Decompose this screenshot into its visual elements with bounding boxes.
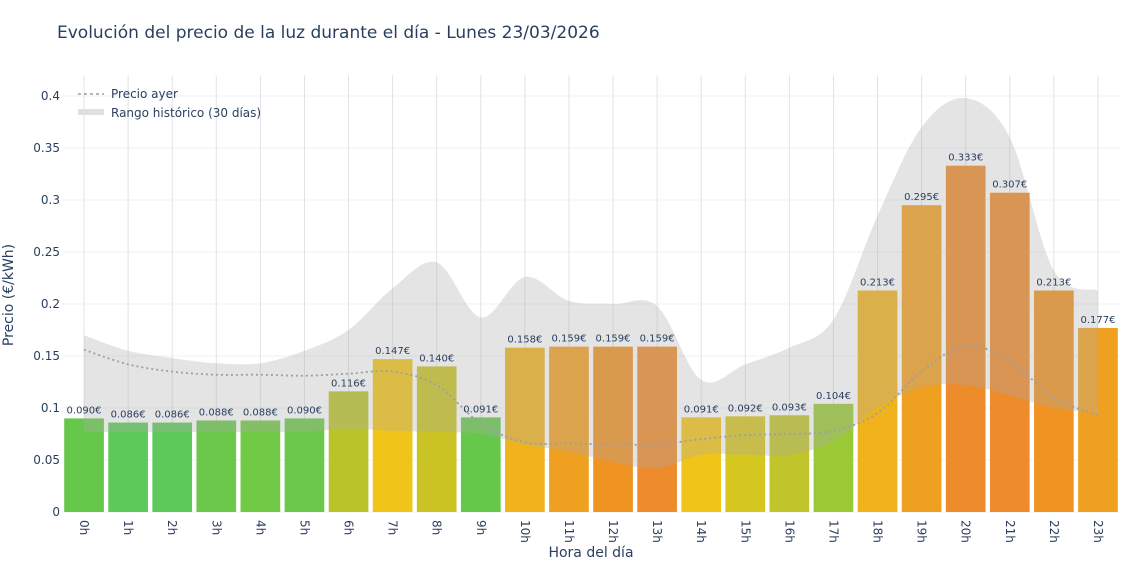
historical-range-band bbox=[84, 97, 1098, 469]
x-tick-label: 20h bbox=[959, 520, 973, 543]
x-tick-label: 10h bbox=[518, 520, 532, 543]
historical-range-area bbox=[84, 97, 1098, 469]
x-tick-label: 21h bbox=[1003, 520, 1017, 543]
y-tick-label: 0 bbox=[52, 505, 60, 519]
bar-label: 0.213€ bbox=[1036, 277, 1071, 288]
yesterday-price-line bbox=[83, 344, 1099, 446]
bar-label: 0.088€ bbox=[199, 407, 234, 418]
y-tick-label: 0.15 bbox=[33, 349, 60, 363]
chart-title: Evolución del precio de la luz durante e… bbox=[57, 23, 600, 43]
bar-label: 0.090€ bbox=[287, 405, 322, 416]
bar-label: 0.088€ bbox=[243, 407, 278, 418]
x-tick-label: 0h bbox=[77, 520, 91, 535]
bar-0h[interactable] bbox=[64, 418, 104, 512]
bars bbox=[64, 165, 1118, 512]
bar-label: 0.158€ bbox=[507, 335, 542, 346]
x-tick-label: 7h bbox=[386, 520, 400, 535]
y-axis-ticks: 0 0.05 0.1 0.15 0.2 0.25 0.3 0.35 0.4 bbox=[33, 89, 60, 519]
x-tick-label: 22h bbox=[1047, 520, 1061, 543]
bar-label: 0.213€ bbox=[860, 277, 895, 288]
x-tick-label: 6h bbox=[342, 520, 356, 535]
x-axis-label: Hora del día bbox=[548, 545, 633, 561]
x-tick-label: 2h bbox=[165, 520, 179, 535]
bar-label: 0.091€ bbox=[463, 404, 498, 415]
x-axis-ticks: 0h 1h 2h 3h 4h 5h 6h 7h 8h 9h 10h 11h 12h 13h 14h 15h 16… bbox=[77, 520, 1105, 543]
y-tick-label: 0.2 bbox=[41, 297, 60, 311]
bar-10h[interactable] bbox=[505, 347, 545, 512]
x-tick-label: 19h bbox=[915, 520, 929, 543]
bar-19h[interactable] bbox=[901, 205, 942, 512]
legend-band-icon bbox=[78, 109, 104, 115]
bar-2h[interactable] bbox=[152, 422, 193, 512]
bar-label: 0.147€ bbox=[375, 346, 410, 357]
bar-label: 0.092€ bbox=[728, 403, 763, 414]
bar-6h[interactable] bbox=[328, 391, 369, 512]
bar-label: 0.295€ bbox=[904, 192, 939, 203]
bar-label: 0.159€ bbox=[640, 334, 675, 345]
x-tick-label: 17h bbox=[826, 520, 840, 543]
bar-14h[interactable] bbox=[681, 417, 722, 512]
bar-12h[interactable] bbox=[593, 346, 633, 512]
bar-20h[interactable] bbox=[945, 165, 986, 512]
bar-label: 0.116€ bbox=[331, 378, 366, 389]
bar-label: 0.086€ bbox=[155, 410, 190, 421]
bar-label: 0.091€ bbox=[684, 404, 719, 415]
x-tick-label: 3h bbox=[209, 520, 223, 535]
bar-23h[interactable] bbox=[1078, 327, 1118, 512]
x-tick-label: 8h bbox=[430, 520, 444, 535]
legend[interactable]: Precio ayer Rango histórico (30 días) bbox=[78, 87, 261, 120]
y-tick-label: 0.35 bbox=[33, 141, 60, 155]
x-tick-label: 23h bbox=[1091, 520, 1105, 543]
y-axis-label: Precio (€/kWh) bbox=[1, 244, 17, 346]
x-tick-label: 13h bbox=[650, 520, 664, 543]
bar-label: 0.159€ bbox=[596, 334, 631, 345]
x-tick-label: 16h bbox=[782, 520, 796, 543]
y-tick-label: 0.3 bbox=[41, 193, 60, 207]
legend-item-range[interactable]: Rango histórico (30 días) bbox=[111, 106, 261, 120]
x-tick-label: 5h bbox=[297, 520, 311, 535]
y-tick-label: 0.4 bbox=[41, 89, 60, 103]
bar-9h[interactable] bbox=[460, 417, 501, 512]
x-tick-label: 11h bbox=[562, 520, 576, 543]
yesterday-line bbox=[83, 344, 1099, 446]
bar-3h[interactable] bbox=[196, 420, 237, 512]
y-tick-label: 0.05 bbox=[33, 453, 60, 467]
bar-label: 0.140€ bbox=[419, 353, 454, 364]
y-tick-label: 0.25 bbox=[33, 245, 60, 259]
bar-22h[interactable] bbox=[1034, 290, 1074, 512]
bar-5h[interactable] bbox=[284, 418, 325, 512]
bar-label: 0.307€ bbox=[992, 180, 1027, 191]
x-tick-label: 1h bbox=[121, 520, 135, 535]
x-tick-label: 18h bbox=[871, 520, 885, 543]
x-tick-label: 15h bbox=[738, 520, 752, 543]
bar-7h[interactable] bbox=[372, 359, 413, 512]
bar-17h[interactable] bbox=[813, 403, 854, 512]
bar-label: 0.177€ bbox=[1080, 315, 1115, 326]
bar-1h[interactable] bbox=[108, 422, 148, 512]
bar-label: 0.086€ bbox=[111, 410, 146, 421]
legend-item-yesterday[interactable]: Precio ayer bbox=[111, 87, 178, 101]
x-tick-label: 9h bbox=[474, 520, 488, 535]
x-tick-label: 4h bbox=[253, 520, 267, 535]
bar-4h[interactable] bbox=[240, 420, 281, 512]
x-tick-label: 12h bbox=[606, 520, 620, 543]
y-tick-label: 0.1 bbox=[41, 401, 60, 415]
x-tick-label: 14h bbox=[694, 520, 708, 543]
bar-label: 0.104€ bbox=[816, 391, 851, 402]
bar-16h[interactable] bbox=[769, 415, 810, 512]
bar-8h[interactable] bbox=[416, 366, 457, 512]
bar-label: 0.159€ bbox=[551, 334, 586, 345]
bar-13h[interactable] bbox=[637, 346, 677, 512]
bar-label: 0.093€ bbox=[772, 402, 807, 413]
bar-label: 0.090€ bbox=[67, 405, 102, 416]
bar-15h[interactable] bbox=[725, 416, 766, 512]
bar-label: 0.333€ bbox=[948, 153, 983, 164]
bar-21h[interactable] bbox=[989, 192, 1030, 512]
bar-labels: 0.090€ 0.086€ 0.086€ 0.088€ 0.088€ 0.090€ 0.11… bbox=[67, 153, 1116, 421]
bar-11h[interactable] bbox=[549, 346, 589, 512]
